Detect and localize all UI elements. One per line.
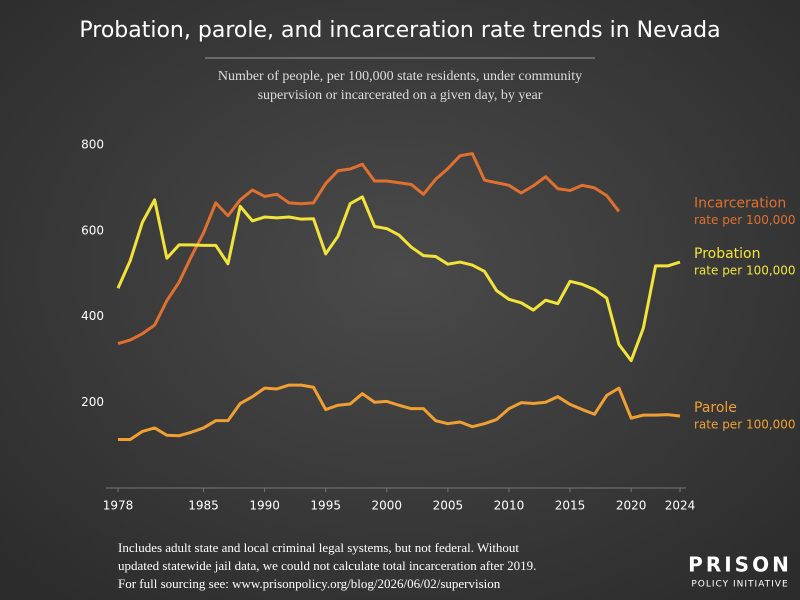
x-tick-label: 1978 [103, 499, 134, 513]
footnote: updated statewide jail data, we could no… [118, 558, 536, 573]
footnote: Includes adult state and local criminal … [118, 540, 519, 555]
y-tick-label: 600 [81, 223, 104, 237]
x-tick-label: 2010 [494, 499, 525, 513]
footnote: For full sourcing see: www.prisonpolicy.… [118, 576, 501, 591]
chart-title: Probation, parole, and incarceration rat… [79, 18, 720, 43]
x-tick-label: 2005 [433, 499, 464, 513]
series-line [117, 152, 621, 345]
legend-label: Incarceration [694, 195, 786, 211]
y-tick-label: 400 [81, 309, 104, 323]
logo-bottom: POLICY INITIATIVE [691, 580, 788, 590]
x-tick-label: 1995 [310, 499, 341, 513]
subtitle: supervision or incarcerated on a given d… [258, 88, 543, 103]
legend-sublabel: rate per 100,000 [694, 213, 796, 227]
subtitle: Number of people, per 100,000 state resi… [218, 69, 582, 84]
legend-label: Probation [694, 246, 761, 262]
x-tick-label: 2015 [555, 499, 586, 513]
x-tick-label: 2024 [665, 499, 696, 513]
x-tick-label: 1990 [249, 499, 280, 513]
y-tick-label: 800 [81, 138, 104, 152]
y-tick-label: 200 [81, 395, 104, 409]
legend-sublabel: rate per 100,000 [694, 417, 796, 431]
logo-top: PRISON [688, 553, 792, 577]
x-tick-label: 2000 [372, 499, 403, 513]
x-tick-label: 1985 [188, 499, 219, 513]
series-line [116, 195, 681, 363]
x-tick-label: 2020 [616, 499, 647, 513]
legend-label: Parole [694, 400, 737, 416]
legend-sublabel: rate per 100,000 [694, 264, 796, 278]
series-line [118, 383, 681, 442]
